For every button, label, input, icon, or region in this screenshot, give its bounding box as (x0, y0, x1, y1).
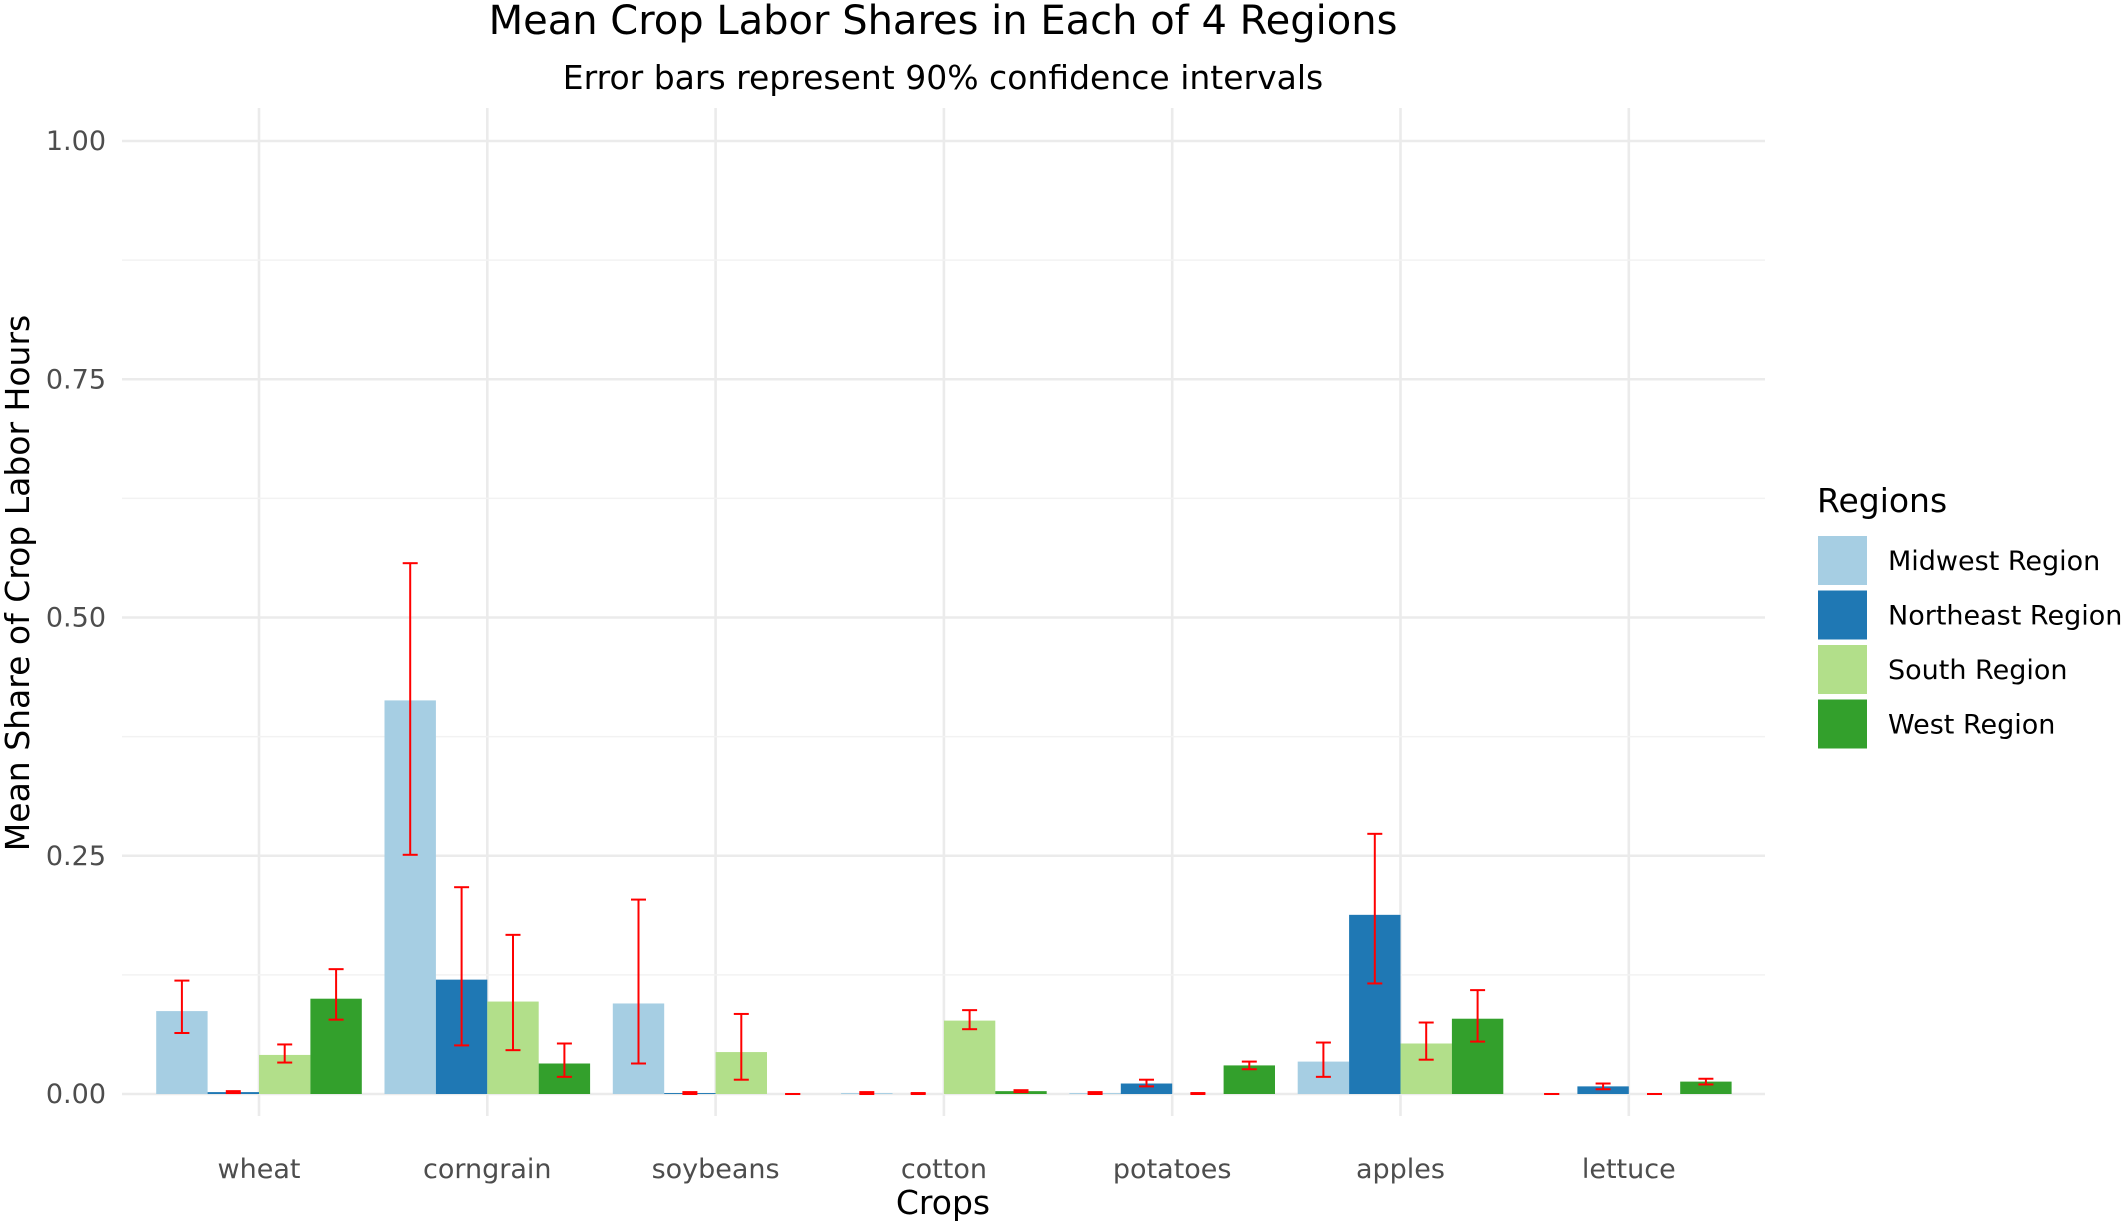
error-bar (1241, 1060, 1257, 1071)
error-bar (910, 1092, 926, 1095)
error-bar (1013, 1089, 1029, 1094)
y-tick-label: 0.00 (46, 1079, 106, 1110)
error-bar (1087, 1091, 1103, 1095)
y-tick-label: 0.75 (46, 364, 106, 395)
x-tick-labels: wheat corngrain soybeans cotton potatoes appl… (218, 1154, 1676, 1185)
error-bar (328, 968, 344, 1021)
y-tick-labels: 0.00 0.25 0.50 0.75 1.00 (46, 126, 106, 1110)
y-tick-label: 0.50 (46, 603, 106, 634)
error-bar (1418, 1021, 1434, 1061)
x-axis-title: Crops (896, 1183, 990, 1222)
error-bar (1139, 1078, 1154, 1088)
error-bar (1595, 1082, 1611, 1091)
legend-label: West Region (1888, 710, 2055, 741)
legend-title: Regions (1817, 481, 1947, 520)
x-tick-label: lettuce (1582, 1154, 1676, 1185)
error-bar (277, 1043, 293, 1064)
error-bar (859, 1091, 875, 1095)
error-bar (1698, 1077, 1714, 1086)
chart-subtitle: Error bars represent 90% confidence inte… (563, 58, 1323, 97)
error-bar (454, 886, 470, 1047)
x-tick-label: soybeans (652, 1154, 780, 1185)
error-bar (962, 1009, 978, 1031)
x-tick-label: cotton (901, 1154, 987, 1185)
error-bars (174, 562, 1714, 1095)
legend-label: Northeast Region (1888, 601, 2122, 632)
x-tick-label: potatoes (1113, 1154, 1232, 1185)
bar (943, 1020, 996, 1094)
legend-key (1818, 590, 1867, 640)
error-bar (1367, 832, 1383, 985)
error-bar (1315, 1041, 1331, 1078)
x-tick-label: corngrain (423, 1154, 552, 1185)
error-bar (1470, 989, 1486, 1043)
error-bar (733, 1012, 749, 1081)
legend-label: Midwest Region (1888, 546, 2100, 577)
legend-key (1818, 536, 1867, 585)
error-bar (225, 1090, 241, 1095)
x-tick-label: apples (1356, 1154, 1445, 1185)
grid (122, 108, 1765, 1116)
error-bar (1190, 1092, 1206, 1095)
legend-key (1818, 699, 1867, 749)
bar (1120, 1083, 1173, 1094)
error-bar (556, 1042, 572, 1078)
error-bar (402, 562, 418, 856)
error-bar (631, 898, 646, 1065)
error-bar (174, 979, 190, 1035)
legend: Regions Midwest Region Northeast Region So… (1817, 481, 2122, 749)
legend-key (1818, 645, 1867, 694)
y-tick-label: 0.25 (46, 841, 106, 872)
error-bar (682, 1091, 698, 1095)
error-bar (505, 933, 521, 1052)
legend-label: South Region (1888, 655, 2067, 686)
bar (1680, 1081, 1732, 1094)
chart-title: Mean Crop Labor Shares in Each of 4 Regi… (489, 0, 1398, 44)
y-tick-label: 1.00 (46, 126, 106, 157)
y-axis-title: Mean Share of Crop Labor Hours (0, 315, 37, 851)
x-tick-label: wheat (218, 1154, 301, 1185)
